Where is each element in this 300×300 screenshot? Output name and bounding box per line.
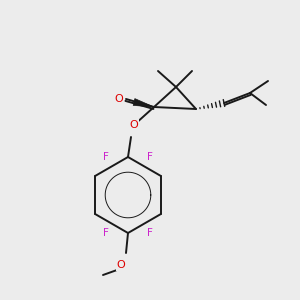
Polygon shape: [133, 99, 154, 107]
Text: F: F: [103, 228, 109, 238]
Text: F: F: [103, 152, 109, 162]
Text: F: F: [147, 152, 153, 162]
Text: O: O: [115, 94, 123, 104]
Text: O: O: [117, 260, 125, 270]
Text: O: O: [130, 120, 138, 130]
Text: F: F: [147, 228, 153, 238]
